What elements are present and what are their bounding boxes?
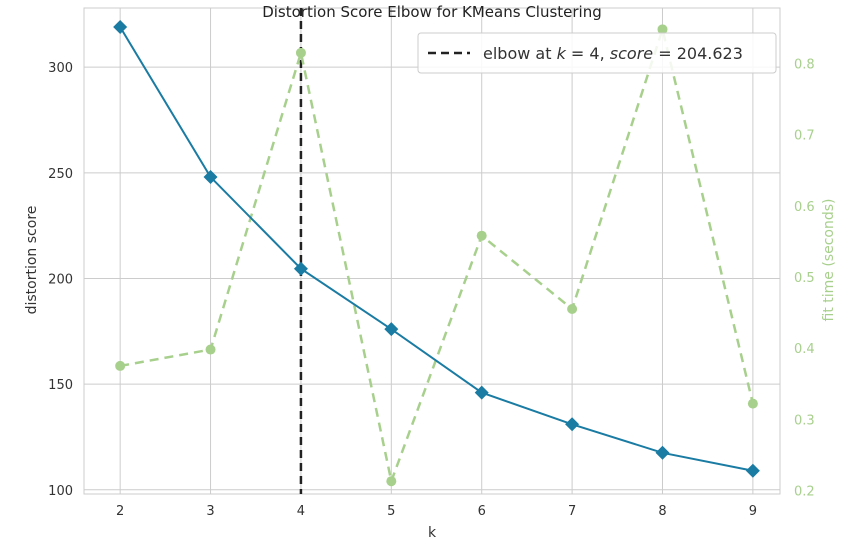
legend-text-part: k <box>557 44 567 63</box>
distortion-point <box>293 261 308 276</box>
fit-time-point <box>115 360 126 371</box>
y-tick-label: 150 <box>48 378 73 393</box>
x-axis-label: k <box>428 525 437 541</box>
y-tick-label: 200 <box>48 272 73 287</box>
distortion-point <box>203 170 218 185</box>
legend-box <box>417 32 777 74</box>
fit-time-point <box>205 344 216 355</box>
fit-time-point <box>476 230 487 241</box>
y2-tick-label: 0.5 <box>794 271 815 286</box>
x-tick-label: 6 <box>478 504 486 519</box>
x-tick-label: 7 <box>568 504 576 519</box>
x-tick-label: 4 <box>297 504 305 519</box>
fit-time-point <box>657 24 668 35</box>
legend-text-part: elbow at <box>483 44 557 63</box>
distortion-line <box>119 26 754 472</box>
y2-tick-label: 0.7 <box>794 129 815 144</box>
distortion-point <box>474 385 489 400</box>
legend-text-part: = 204.623 <box>653 44 743 63</box>
fit-time-point <box>295 47 306 58</box>
legend-text-part: = 4, <box>566 44 610 63</box>
distortion-point <box>655 445 670 460</box>
y-tick-label: 250 <box>48 167 73 182</box>
y2-tick-label: 0.6 <box>794 200 815 215</box>
legend: elbow at k = 4, score = 204.623 <box>417 32 777 74</box>
y2-tick-label: 0.2 <box>794 484 815 499</box>
fit-time-line <box>119 24 755 486</box>
fit-time-point <box>747 398 758 409</box>
y-axis-label: distortion score <box>24 206 40 315</box>
legend-elbow-label: elbow at k = 4, score = 204.623 <box>483 44 743 63</box>
legend-text-part: score <box>610 44 654 63</box>
y2-tick-label: 0.3 <box>794 413 815 428</box>
plot-area <box>83 7 781 495</box>
distortion-point <box>745 463 760 478</box>
distortion-point <box>565 417 580 432</box>
x-tick-label: 8 <box>658 504 666 519</box>
x-tick-label: 3 <box>206 504 214 519</box>
fit-time-point <box>567 303 578 314</box>
axis-layer: 2 3 4 5 6 7 8 9 100 150 200 250 300 0.2 0.3 0.4 0.5 0.6 0.… <box>48 58 815 519</box>
distortion-point <box>384 322 399 337</box>
y2-tick-label: 0.8 <box>794 58 815 73</box>
fit-time-point <box>386 476 397 487</box>
grid <box>84 8 780 494</box>
distortion-point <box>113 20 128 35</box>
x-tick-label: 5 <box>387 504 395 519</box>
y-tick-label: 100 <box>48 484 73 499</box>
y-tick-label: 300 <box>48 61 73 76</box>
x-tick-label: 9 <box>749 504 757 519</box>
x-tick-label: 2 <box>116 504 124 519</box>
series-layer <box>113 20 760 487</box>
y2-tick-label: 0.4 <box>794 342 815 357</box>
y2-axis-label: fit time (seconds) <box>821 199 837 322</box>
chart-title: Distortion Score Elbow for KMeans Cluste… <box>262 3 602 21</box>
